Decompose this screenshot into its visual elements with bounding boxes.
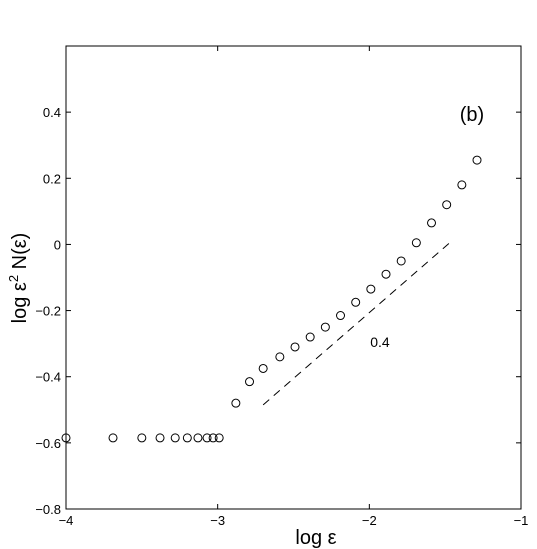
data-point <box>457 180 467 190</box>
data-point <box>214 433 224 443</box>
data-point <box>396 256 406 266</box>
reference-dashed-line <box>262 242 451 406</box>
x-axis-title: log ε <box>295 527 336 549</box>
panel-label: (b) <box>460 104 484 126</box>
data-point <box>170 433 180 443</box>
data-point <box>320 322 330 332</box>
data-point <box>108 433 118 443</box>
data-point <box>231 398 241 408</box>
data-point <box>155 433 165 443</box>
data-point <box>245 377 255 387</box>
data-point <box>336 311 346 321</box>
data-point <box>290 342 300 352</box>
data-point <box>442 200 452 210</box>
data-point <box>258 363 268 373</box>
data-point <box>61 433 71 443</box>
y-tick-label: 0.4 <box>43 105 61 120</box>
tick-labels: −4 −3 −2 −1 −0.8 −0.6 −0.4 −0.2 0 0.2 0.4 <box>35 105 528 528</box>
data-point <box>381 269 391 279</box>
y-tick-label: 0 <box>54 237 61 252</box>
y-tick-label: −0.4 <box>35 370 61 385</box>
x-tick-label: −2 <box>362 513 377 528</box>
y-tick-label: 0.2 <box>43 171 61 186</box>
x-tick-label: −4 <box>59 513 74 528</box>
data-point <box>202 433 212 443</box>
data-point <box>472 155 482 165</box>
x-tick-label: −3 <box>210 513 225 528</box>
data-point <box>182 433 192 443</box>
y-axis-title-rest: N(ε) <box>9 233 31 275</box>
slope-annotation: 0.4 <box>370 334 390 350</box>
data-point <box>305 332 315 342</box>
y-tick-label: −0.6 <box>35 436 61 451</box>
data-point <box>351 297 361 307</box>
data-point <box>427 218 437 228</box>
y-tick-label: −0.8 <box>35 502 61 517</box>
data-point <box>193 433 203 443</box>
y-axis-title: log ε2 N(ε) <box>6 233 31 324</box>
data-point <box>275 352 285 362</box>
y-axis-title-base: log ε <box>9 282 31 323</box>
y-axis-title-sup: 2 <box>6 275 21 282</box>
data-points <box>61 155 482 443</box>
axis-ticks <box>65 46 522 510</box>
x-tick-label: −1 <box>514 513 529 528</box>
y-tick-label: −0.2 <box>35 304 61 319</box>
data-point <box>366 284 376 294</box>
data-point <box>411 238 421 248</box>
data-point <box>208 433 218 443</box>
data-point <box>137 433 147 443</box>
plot-frame <box>65 45 522 510</box>
